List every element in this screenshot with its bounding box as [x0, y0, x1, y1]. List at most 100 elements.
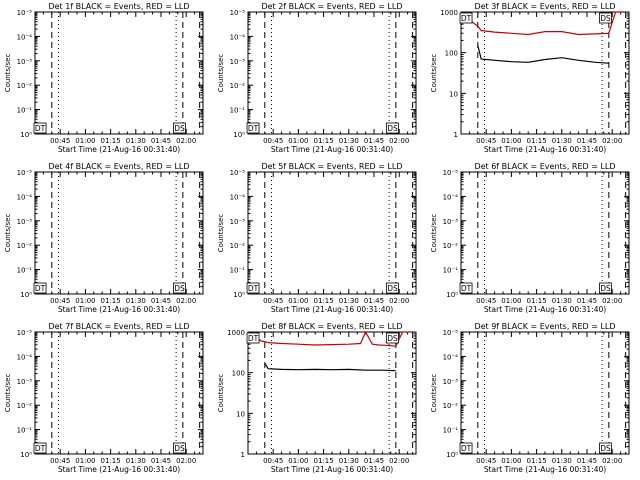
x-tick-label: 01:00	[501, 137, 521, 145]
x-tick-label: 02:00	[389, 457, 409, 465]
saa-box	[599, 12, 612, 24]
series-events-line	[264, 362, 396, 372]
plot-frame	[247, 11, 417, 135]
x-tick-label: 01:15	[314, 457, 334, 465]
y-tick-label: 10⁰	[233, 291, 245, 299]
saa-box	[459, 282, 473, 294]
y-tick-label: 10⁻¹	[443, 427, 459, 435]
panel-det-2: Det 2f BLACK = Events, RED = LLD 10⁻⁵ 10⁻⁴…	[217, 2, 417, 154]
plot-frame	[460, 331, 630, 455]
plot-frame	[247, 171, 417, 295]
x-tick-label: 01:00	[288, 297, 308, 305]
saa-box	[33, 282, 47, 294]
x-axis-label: Start Time (21-Aug-16 00:31:40)	[58, 145, 180, 154]
saa-label: DT	[461, 14, 472, 23]
x-tick-label: 01:15	[527, 297, 547, 305]
y-tick-label: 10⁻⁴	[17, 353, 33, 361]
saa-label: DS	[600, 14, 611, 23]
y-axis-label: Counts/sec	[430, 214, 438, 253]
y-tick-label: 10⁻³	[443, 378, 459, 386]
y-axis-label: Counts/sec	[430, 54, 438, 93]
y-tick-label: 10⁻⁴	[443, 353, 459, 361]
panel-det-5: Det 5f BLACK = Events, RED = LLD 10⁻⁵ 10⁻⁴…	[217, 162, 417, 314]
saa-box	[173, 442, 186, 454]
x-tick-label: 01:30	[339, 457, 359, 465]
y-tick-label: 10	[236, 410, 245, 418]
y-tick-label: 10⁻²	[230, 242, 246, 250]
panel-det-4: Det 4f BLACK = Events, RED = LLD 10⁻⁵ 10⁻⁴…	[4, 162, 204, 314]
y-axis-label: Counts/sec	[430, 374, 438, 413]
x-tick-label: 01:15	[101, 137, 121, 145]
y-tick-label: 10⁻⁴	[443, 193, 459, 201]
saa-label: DT	[461, 444, 472, 453]
x-tick-label: 01:15	[527, 457, 547, 465]
y-tick-label: 10⁻⁵	[17, 9, 33, 17]
saa-label: DT	[248, 334, 259, 343]
x-tick-label: 02:00	[602, 297, 622, 305]
y-tick-label: 10⁻²	[443, 402, 459, 410]
y-tick-label: 10⁻⁴	[17, 33, 33, 41]
saa-label: DT	[248, 284, 259, 293]
y-tick-label: 10	[449, 90, 458, 98]
x-tick-label: 01:30	[552, 457, 572, 465]
saa-label: DT	[35, 124, 46, 133]
y-tick-label: 10⁰	[20, 291, 32, 299]
x-tick-label: 01:00	[75, 297, 95, 305]
y-tick-label: 10⁻⁴	[17, 193, 33, 201]
panel-det-1: Det 1f BLACK = Events, RED = LLD 10⁻⁵ 10⁻⁴…	[4, 2, 204, 154]
x-tick-label: 01:45	[577, 457, 597, 465]
plot-frame	[460, 171, 630, 295]
y-tick-label: 10⁻⁵	[17, 169, 33, 177]
x-axis-label: Start Time (21-Aug-16 00:31:40)	[58, 465, 180, 474]
saa-box	[386, 282, 399, 294]
panel-title: Det 3f BLACK = Events, RED = LLD	[474, 2, 615, 11]
y-tick-label: 10⁻¹	[17, 107, 33, 115]
y-tick-label: 10⁻³	[443, 218, 459, 226]
panel-det-6: Det 6f BLACK = Events, RED = LLD 10⁻⁵ 10⁻⁴…	[430, 162, 630, 314]
x-tick-label: 01:00	[501, 457, 521, 465]
y-tick-label: 10⁻³	[17, 378, 33, 386]
plot-frame	[460, 11, 630, 135]
x-tick-label: 02:00	[389, 137, 409, 145]
y-tick-label: 10⁻⁵	[443, 169, 459, 177]
saa-label: DS	[600, 444, 611, 453]
y-tick-label: 10⁻¹	[17, 427, 33, 435]
y-tick-label: 10⁻²	[17, 402, 33, 410]
saa-box	[173, 282, 186, 294]
x-tick-label: 01:15	[101, 457, 121, 465]
panel-title: Det 6f BLACK = Events, RED = LLD	[474, 162, 615, 171]
saa-box	[246, 332, 260, 344]
y-tick-label: 10⁻⁴	[230, 193, 246, 201]
y-tick-label: 10⁻¹	[230, 267, 246, 275]
y-tick-label: 100	[445, 50, 458, 58]
y-tick-label: 10⁻⁵	[443, 329, 459, 337]
saa-box	[173, 122, 186, 134]
y-tick-label: 10⁻²	[17, 82, 33, 90]
y-tick-label: 10⁰	[20, 131, 32, 139]
y-tick-label: 10⁻⁵	[17, 329, 33, 337]
x-axis-label: Start Time (21-Aug-16 00:31:40)	[271, 305, 393, 314]
saa-box	[246, 122, 260, 134]
saa-label: DS	[600, 284, 611, 293]
x-tick-label: 01:15	[314, 137, 334, 145]
x-tick-label: 01:30	[339, 137, 359, 145]
x-tick-label: 01:00	[501, 297, 521, 305]
x-tick-label: 01:45	[151, 137, 171, 145]
x-axis-label: Start Time (21-Aug-16 00:31:40)	[484, 145, 606, 154]
x-tick-label: 00:45	[476, 297, 496, 305]
panel-det-7: Det 7f BLACK = Events, RED = LLD 10⁻⁵ 10⁻⁴…	[4, 322, 204, 474]
x-axis-label: Start Time (21-Aug-16 00:31:40)	[484, 305, 606, 314]
y-tick-label: 1	[241, 451, 245, 459]
y-tick-label: 10⁻²	[17, 242, 33, 250]
y-tick-label: 10⁰	[446, 451, 458, 459]
saa-label: DS	[387, 284, 398, 293]
x-tick-label: 01:45	[364, 297, 384, 305]
saa-box	[386, 332, 399, 344]
x-tick-label: 01:45	[577, 137, 597, 145]
y-tick-label: 10⁻³	[17, 218, 33, 226]
y-tick-label: 10⁻³	[17, 58, 33, 66]
saa-label: DS	[174, 444, 185, 453]
saa-label: DS	[387, 124, 398, 133]
y-axis-label: Counts/sec	[4, 54, 12, 93]
x-tick-label: 01:00	[75, 457, 95, 465]
